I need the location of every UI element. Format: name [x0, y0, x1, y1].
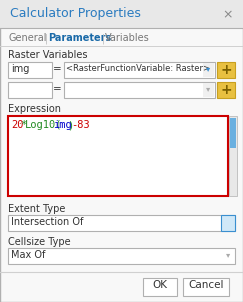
Text: |: | [101, 33, 105, 43]
Bar [230, 118, 236, 148]
Text: ▾: ▾ [226, 250, 230, 259]
Bar [8, 116, 228, 196]
Text: +: + [220, 63, 232, 77]
Text: img: img [53, 120, 72, 130]
Bar [221, 215, 235, 231]
Text: Raster Variables: Raster Variables [8, 50, 87, 60]
Bar [229, 116, 237, 196]
Text: Intersection Of: Intersection Of [11, 217, 83, 227]
Text: +: + [220, 83, 232, 97]
Text: ): ) [67, 120, 73, 130]
Bar [8, 82, 52, 98]
Bar [64, 82, 215, 98]
Text: img: img [11, 64, 29, 74]
Bar [217, 62, 235, 78]
Bar [8, 215, 235, 231]
Text: Max Of: Max Of [11, 250, 45, 260]
Text: Cellsize Type: Cellsize Type [8, 237, 71, 247]
Text: ▾: ▾ [226, 217, 230, 226]
Text: ▾: ▾ [206, 84, 210, 93]
Text: Calculator Properties: Calculator Properties [10, 7, 141, 20]
Bar [203, 83, 214, 97]
Text: |: | [44, 33, 48, 43]
Text: ×: × [223, 8, 233, 21]
Text: General: General [8, 33, 46, 43]
Text: <RasterFunctionVariable: Raster>: <RasterFunctionVariable: Raster> [66, 64, 210, 73]
Text: =: = [53, 84, 61, 94]
Text: Extent Type: Extent Type [8, 204, 65, 214]
Bar [0, 0, 243, 28]
Bar [143, 278, 177, 296]
Text: *: * [20, 120, 26, 130]
Bar [183, 278, 229, 296]
Bar [8, 62, 52, 78]
Bar [8, 248, 235, 264]
Bar [203, 63, 214, 77]
Bar [217, 82, 235, 98]
Text: ▾: ▾ [206, 64, 210, 73]
Text: ▾: ▾ [231, 187, 235, 193]
Text: Parameters: Parameters [48, 33, 111, 43]
Text: 20: 20 [11, 120, 24, 130]
Text: -83: -83 [71, 120, 90, 130]
Text: Expression: Expression [8, 104, 61, 114]
Bar [64, 62, 215, 78]
Text: OK: OK [153, 280, 167, 290]
Text: Variables: Variables [105, 33, 150, 43]
Text: Log10(: Log10( [25, 120, 62, 130]
Text: Cancel: Cancel [188, 280, 224, 290]
Text: =: = [53, 64, 61, 74]
